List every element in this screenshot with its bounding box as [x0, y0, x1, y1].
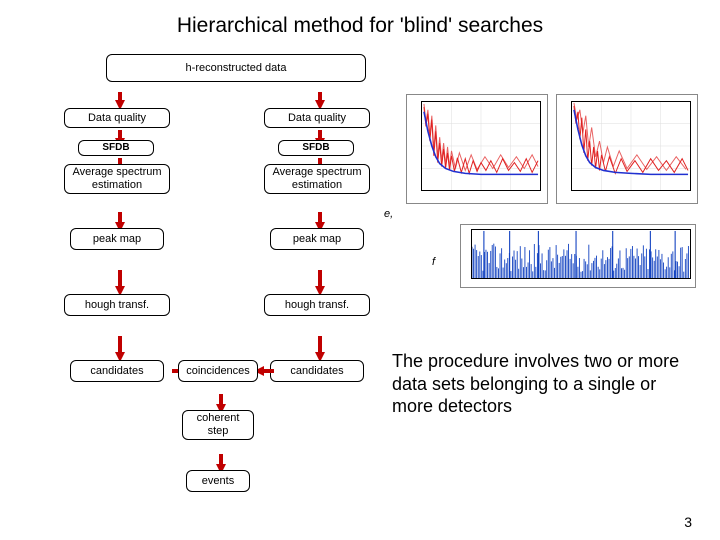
box-coincidences: coincidences [178, 360, 258, 382]
box-sfdb: SFDB [78, 140, 154, 156]
label-f2: f [432, 256, 435, 268]
page-number: 3 [684, 514, 692, 530]
box-candidates-1: candidates [70, 360, 164, 382]
spectrum-svg [422, 102, 540, 190]
chart-peakmap [460, 224, 696, 288]
box-avg-spectrum-2: Average spectrum estimation [264, 164, 370, 194]
box-data-quality-2: Data quality [264, 108, 370, 128]
peakmap-svg [472, 230, 690, 278]
box-hough-2: hough transf. [264, 294, 370, 316]
box-sfdb-2: SFDB [278, 140, 354, 156]
box-avg-spectrum: Average spectrum estimation [64, 164, 170, 194]
box-peak-map: peak map [70, 228, 164, 250]
box-data-quality: Data quality [64, 108, 170, 128]
page-title: Hierarchical method for 'blind' searches [0, 14, 720, 38]
box-events: events [186, 470, 250, 492]
spectrum-svg [572, 102, 690, 190]
chart-spectrum-1 [406, 94, 548, 204]
box-hreconstructed: h-reconstructed data [106, 54, 366, 82]
chart-spectrum-2 [556, 94, 698, 204]
box-candidates-2: candidates [270, 360, 364, 382]
label-e: e, [384, 208, 393, 220]
box-coherent-step: coherent step [182, 410, 254, 440]
box-peak-map-2: peak map [270, 228, 364, 250]
box-hough: hough transf. [64, 294, 170, 316]
body-text: The procedure involves two or more data … [392, 350, 702, 418]
